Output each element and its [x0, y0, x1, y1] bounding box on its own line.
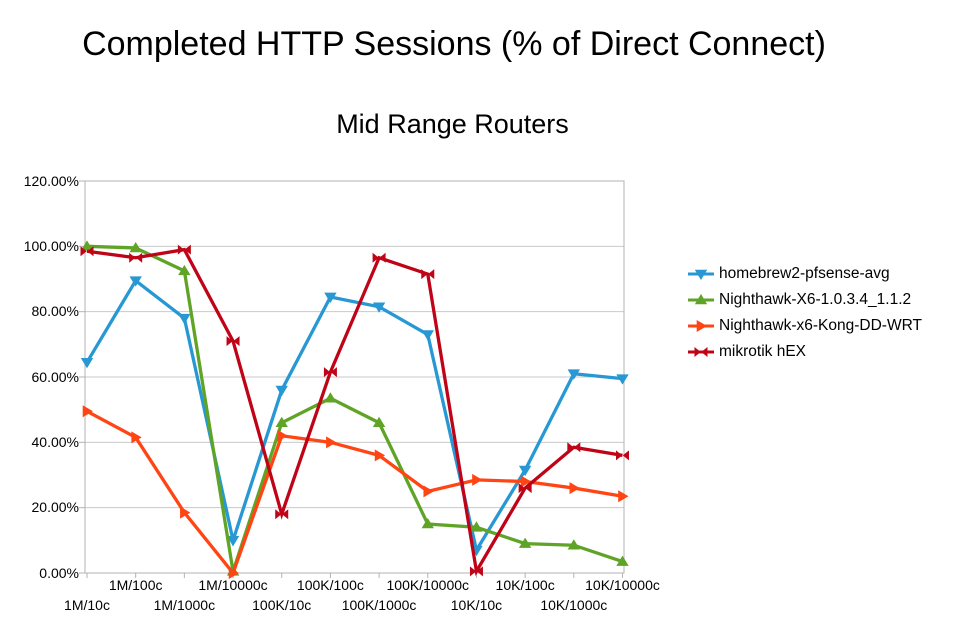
chart-subtitle: Mid Range Routers — [336, 109, 569, 139]
data-point-marker — [567, 442, 581, 453]
data-point-marker — [82, 405, 93, 418]
y-axis-tick-label: 120.00% — [23, 172, 79, 189]
legend-item: mikrotik hEX — [688, 342, 806, 362]
data-point-marker — [80, 358, 94, 369]
legend-marker-icon — [688, 269, 714, 280]
data-point-marker — [616, 555, 629, 566]
legend-label: homebrew2-pfsense-avg — [719, 265, 890, 282]
series-line-mikrotik hEX — [86, 247, 623, 577]
series-line-Nighthawk-X6-1.0.3.4_1.1.2 — [86, 244, 624, 572]
chart-title: Completed HTTP Sessions (% of Direct Con… — [82, 25, 826, 63]
data-point-marker — [520, 475, 532, 488]
data-point-marker — [421, 518, 434, 529]
legend-marker-icon — [688, 347, 714, 357]
data-point-marker — [129, 276, 142, 287]
data-point-marker — [324, 292, 337, 303]
data-point-marker — [567, 369, 581, 380]
legend-label: Nighthawk-x6-Kong-DD-WRT — [719, 317, 922, 334]
x-axis-tick-label: 100K/100c — [296, 577, 364, 593]
data-point-marker — [518, 465, 532, 477]
data-point-marker — [470, 521, 483, 532]
triangle-right-icon — [696, 320, 707, 332]
data-point-marker — [567, 539, 581, 550]
legend-marker-icon — [688, 294, 714, 305]
x-axis-tick-label: 10K/100c — [495, 577, 555, 593]
y-axis-tick-label: 80.00% — [31, 303, 79, 320]
data-point-marker — [323, 367, 337, 378]
data-point-marker — [618, 490, 629, 503]
data-point-marker — [228, 567, 240, 579]
x-axis-tick-label: 1M/10000c — [198, 577, 268, 593]
legend-item: homebrew2-pfsense-avg — [688, 264, 890, 284]
data-point-marker — [277, 429, 288, 442]
data-point-marker — [178, 264, 191, 276]
data-point-marker — [423, 485, 434, 498]
x-axis-tick-label: 10K/10000c — [585, 577, 660, 593]
x-axis-tick-label: 100K/10c — [252, 597, 312, 613]
data-point-marker — [177, 244, 191, 255]
data-point-marker — [80, 246, 94, 257]
data-point-marker — [324, 392, 337, 403]
data-point-marker — [275, 416, 288, 428]
data-point-marker — [469, 566, 483, 577]
data-point-marker — [518, 537, 532, 548]
data-point-marker — [421, 269, 435, 280]
data-point-marker — [131, 431, 142, 444]
legend-item: Nighthawk-X6-1.0.3.4_1.1.2 — [688, 290, 911, 310]
data-point-marker — [616, 450, 629, 461]
data-point-marker — [178, 313, 191, 325]
y-axis-tick-label: 100.00% — [23, 237, 79, 254]
legend-marker-icon — [688, 320, 714, 332]
legend-item: Nighthawk-x6-Kong-DD-WRT — [688, 316, 922, 336]
data-point-marker — [372, 416, 386, 428]
bowtie-x-icon — [694, 347, 708, 357]
data-point-marker — [326, 436, 337, 449]
x-axis-tick-label: 10K/10c — [450, 597, 503, 613]
data-point-marker — [129, 241, 142, 253]
data-point-marker — [372, 302, 386, 313]
data-point-marker — [80, 240, 94, 251]
x-axis-tick-label: 1M/10c — [64, 597, 110, 613]
data-point-marker — [569, 482, 580, 495]
data-point-marker — [275, 385, 288, 397]
y-axis-tick-label: 60.00% — [31, 368, 79, 385]
data-point-marker — [180, 506, 191, 519]
x-axis-tick-label: 100K/1000c — [341, 597, 417, 613]
data-point-marker — [226, 336, 240, 347]
data-point-marker — [374, 449, 386, 462]
data-point-marker — [226, 536, 240, 547]
data-point-marker — [372, 252, 386, 263]
data-point-marker — [421, 330, 434, 341]
y-axis-tick-label: 20.00% — [31, 499, 79, 516]
x-axis-tick-label: 10K/1000c — [540, 597, 608, 613]
triangle-up-icon — [694, 294, 708, 305]
legend-label: Nighthawk-X6-1.0.3.4_1.1.2 — [719, 291, 912, 308]
x-axis-tick-label: 1M/1000c — [153, 597, 216, 613]
series-line-homebrew2-pfsense-avg — [85, 278, 623, 555]
x-axis-tick-label: 1M/100c — [108, 577, 163, 593]
data-point-marker — [616, 374, 629, 385]
data-point-marker — [518, 483, 532, 494]
data-point-marker — [472, 473, 483, 486]
triangle-down-icon — [694, 269, 708, 280]
x-axis-tick-label: 100K/10000c — [386, 577, 470, 593]
legend-label: mikrotik hEX — [719, 343, 806, 360]
y-axis-tick-label: 40.00% — [31, 433, 79, 450]
data-point-marker — [275, 509, 289, 520]
y-axis-tick-label: 0.00% — [39, 564, 79, 581]
data-point-marker — [129, 252, 143, 263]
